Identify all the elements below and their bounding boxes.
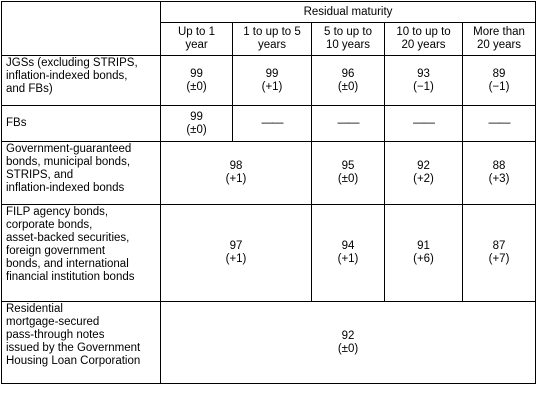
corner-cell [1,1,161,56]
header-row-columns: Up to 1 year 1 to up to 5 years 5 to up … [2,22,536,56]
cell-filp-agency-5-to-10-years: 94 (+1) [311,204,385,302]
row-label-government-guaranteed: Government-guaranteed bonds, municipal b… [1,141,161,205]
row-label-filp-agency: FILP agency bonds, corporate bonds, asse… [1,204,161,302]
cell-fbs-5-to-10-years: —— [311,105,385,142]
cell-government-guaranteed-5-to-10-years: 95 (±0) [311,141,385,205]
cell-jgss-1-to-5-years: 99 (+1) [232,55,312,106]
cell-fbs-10-to-20-years: —— [384,105,463,142]
column-header-1-to-5-years: 1 to up to 5 years [232,22,312,56]
cell-fbs-1-to-5-years: —— [232,105,312,142]
haircut-table: Residual maturity Up to 1 year 1 to up t… [1,1,536,384]
table-row-fbs: FBs 99 (±0) —— —— —— —— [1,105,536,142]
column-header-5-to-10-years: 5 to up to 10 years [311,22,385,56]
cell-residential-mortgage-all-maturities: 92 (±0) [159,301,536,384]
residual-maturity-header: Residual maturity [159,1,536,23]
cell-government-guaranteed-more-than-20-years: 88 (+3) [461,141,536,205]
cell-filp-agency-up-to-5-years: 97 (+1) [160,204,312,302]
cell-jgss-5-to-10-years: 96 (±0) [311,55,385,106]
cell-government-guaranteed-10-to-20-years: 92 (+2) [384,141,463,205]
cell-filp-agency-more-than-20-years: 87 (+7) [461,204,536,302]
cell-jgss-more-than-20-years: 89 (−1) [461,55,536,106]
dash-placeholder: —— [261,117,284,129]
row-label-fbs: FBs [1,105,161,142]
cell-government-guaranteed-up-to-5-years: 98 (+1) [160,141,312,205]
column-header-10-to-20-years: 10 to up to 20 years [384,22,463,56]
dash-placeholder: —— [488,117,511,129]
dash-placeholder: —— [413,117,435,129]
dash-placeholder: —— [337,117,360,129]
table-row-government-guaranteed: Government-guaranteed bonds, municipal b… [1,141,536,205]
header-row-group: Residual maturity [1,1,536,56]
cell-fbs-more-than-20-years: —— [461,105,536,142]
row-label-jgss: JGSs (excluding STRIPS, inflation-indexe… [1,55,161,106]
table-row-residential-mortgage: Residential mortgage-secured pass-throug… [1,301,536,384]
table-row-jgss: JGSs (excluding STRIPS, inflation-indexe… [1,55,536,106]
column-header-more-than-20-years: More than 20 years [461,22,536,56]
cell-fbs-up-to-1-year: 99 (±0) [160,105,233,142]
table-row-filp-agency: FILP agency bonds, corporate bonds, asse… [1,204,536,302]
cell-filp-agency-10-to-20-years: 91 (+6) [384,204,463,302]
column-header-up-to-1-year: Up to 1 year [160,22,233,56]
row-label-residential-mortgage: Residential mortgage-secured pass-throug… [1,301,161,384]
cell-jgss-10-to-20-years: 93 (−1) [384,55,463,106]
cell-jgss-up-to-1-year: 99 (±0) [160,55,233,106]
